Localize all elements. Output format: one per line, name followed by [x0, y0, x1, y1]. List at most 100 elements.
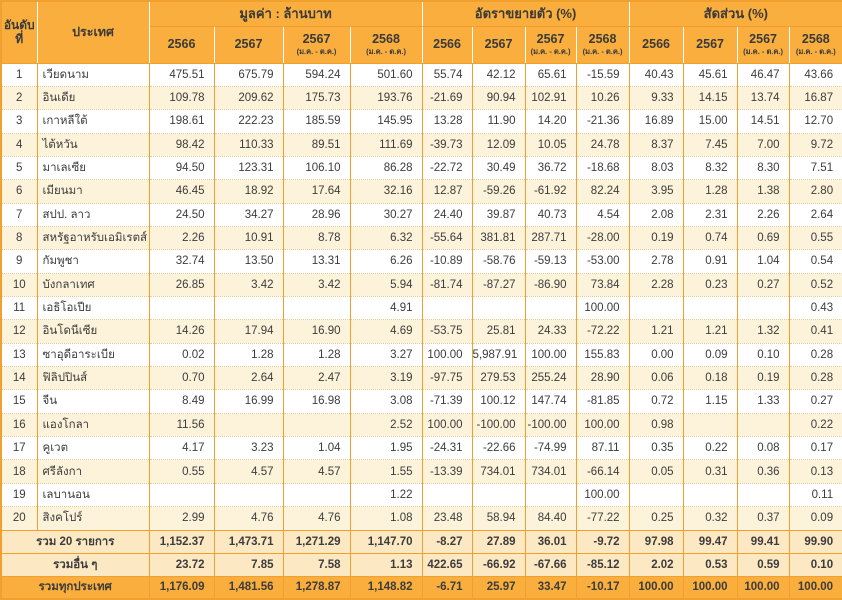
share-cell: 0.31 — [682, 459, 738, 484]
value-cell: 175.73 — [282, 85, 350, 110]
value-cell: 32.74 — [148, 249, 214, 274]
growth-cell: -81.74 — [421, 272, 473, 297]
value-cell: 1.22 — [349, 482, 423, 507]
growth-cell — [471, 295, 526, 320]
growth-cell: 25.81 — [471, 319, 526, 344]
country-cell: กัมพูชา — [36, 249, 149, 274]
growth-cell: 100.00 — [524, 342, 577, 367]
rank-cell: 6 — [1, 179, 37, 204]
growth-cell: -81.85 — [575, 389, 630, 414]
country-cell: มาเลเซีย — [36, 155, 149, 180]
value-cell: 209.62 — [213, 85, 283, 110]
summary-row: รวมอื่น ๆ 23.72 7.85 7.58 1.13 422.65 -66.92 -6… — [0, 552, 842, 577]
growth-cell — [471, 482, 526, 507]
share-cell: 12.70 — [788, 109, 842, 134]
share-cell — [628, 482, 684, 507]
growth-cell: 10.05 — [524, 132, 577, 157]
share-cell: 0.35 — [628, 435, 684, 460]
year-header: 2566 — [628, 25, 684, 64]
growth-cell: -61.92 — [524, 179, 577, 204]
value-cell: 10.91 — [213, 225, 283, 250]
year-header: 2566 — [421, 25, 473, 64]
year-header: 2567 — [471, 25, 526, 64]
growth-cell: 24.33 — [524, 319, 577, 344]
summary-label: รวม 20 รายการ — [0, 529, 150, 554]
share-cell: 1.38 — [736, 179, 790, 204]
country-cell: เมียนมา — [36, 179, 149, 204]
growth-cell: 28.90 — [575, 365, 630, 390]
growth-cell: 12.87 — [421, 179, 473, 204]
value-group-header: มูลค่า : ล้านบาท — [148, 0, 423, 27]
year-header: 2566 — [148, 25, 215, 64]
share-cell: 7.45 — [682, 132, 738, 157]
growth-cell: 734.01 — [471, 459, 526, 484]
share-cell: 0.11 — [788, 482, 842, 507]
share-cell: 2.80 — [788, 179, 842, 204]
value-cell — [282, 482, 350, 507]
share-cell: 0.98 — [628, 412, 684, 437]
value-cell: 94.50 — [148, 155, 214, 180]
growth-cell: 23.48 — [421, 506, 473, 530]
value-cell: 4.57 — [213, 459, 283, 484]
value-cell: 4.76 — [282, 506, 350, 530]
table-summary: รวม 20 รายการ 1,152.37 1,473.71 1,271.29 1,1… — [0, 529, 842, 600]
summary-label: รวมอื่น ๆ — [0, 552, 150, 577]
summary-share-cell: 99.41 — [736, 529, 790, 554]
country-header: ประเทศ — [36, 0, 150, 64]
growth-cell: 287.71 — [524, 225, 577, 250]
value-cell: 3.23 — [213, 435, 283, 460]
growth-cell: 100.00 — [575, 412, 630, 437]
value-cell: 4.17 — [148, 435, 214, 460]
growth-cell: -74.99 — [524, 435, 577, 460]
table-row: 3 เกาหลีใต้ 198.61 222.23 185.59 145.95 13.28 1… — [1, 109, 842, 134]
growth-cell: 734.01 — [524, 459, 577, 484]
table-row: 15 จีน 8.49 16.99 16.98 3.08 -71.39 100.12 147.7… — [1, 389, 842, 414]
summary-share-cell: 100.00 — [628, 575, 684, 600]
summary-row: รวม 20 รายการ 1,152.37 1,473.71 1,271.29 1,1… — [0, 529, 842, 554]
growth-cell: 14.20 — [524, 109, 577, 134]
share-cell: 1.15 — [682, 389, 738, 414]
country-cell: ศรีลังกา — [36, 459, 149, 484]
summary-share-cell: 0.59 — [736, 552, 790, 577]
share-cell: 0.32 — [682, 506, 738, 530]
summary-growth-cell: -6.71 — [421, 575, 473, 600]
summary-value-cell: 7.58 — [282, 552, 351, 577]
share-cell: 0.22 — [788, 412, 842, 437]
value-cell: 4.76 — [213, 506, 283, 530]
summary-growth-cell: 33.47 — [524, 575, 577, 600]
share-cell: 0.72 — [628, 389, 684, 414]
summary-value-cell: 1,278.87 — [282, 575, 351, 600]
growth-cell: -58.76 — [471, 249, 526, 274]
growth-cell: -18.68 — [575, 155, 630, 180]
growth-cell: 82.24 — [575, 179, 630, 204]
growth-cell: -71.39 — [421, 389, 473, 414]
country-cell: ฟิลิปปินส์ — [36, 365, 149, 390]
growth-cell: -100.00 — [524, 412, 577, 437]
value-cell — [148, 295, 214, 320]
value-cell: 46.45 — [148, 179, 214, 204]
summary-share-cell: 100.00 — [682, 575, 738, 600]
rank-cell: 16 — [1, 412, 37, 437]
table-header: อันดับที่ ประเทศ มูลค่า : ล้านบาท อัตราข… — [0, 0, 842, 64]
growth-cell: 39.87 — [471, 202, 526, 227]
summary-growth-cell: -8.27 — [421, 529, 473, 554]
value-cell: 8.78 — [282, 225, 350, 250]
rank-cell: 11 — [1, 295, 37, 320]
growth-cell: -59.26 — [471, 179, 526, 204]
growth-cell: 13.28 — [421, 109, 473, 134]
share-cell: 8.03 — [628, 155, 684, 180]
growth-cell: 100.00 — [575, 482, 630, 507]
summary-value-cell: 1,148.82 — [349, 575, 423, 600]
table-row: 10 บังกลาเทศ 26.85 3.42 3.42 5.94 -81.74 -87.27… — [1, 272, 842, 297]
share-cell: 14.51 — [736, 109, 790, 134]
growth-cell: -22.72 — [421, 155, 473, 180]
year-header: 2568 (ม.ค. - ต.ค.) — [788, 25, 842, 64]
share-cell: 9.72 — [788, 132, 842, 157]
country-cell: อินเดีย — [36, 85, 149, 110]
table-row: 17 คูเวต 4.17 3.23 1.04 1.95 -24.31 -22.66 -74.9… — [1, 435, 842, 460]
share-cell: 2.28 — [628, 272, 684, 297]
year-sub-label: (ม.ค. - ต.ค.) — [795, 46, 836, 56]
value-cell: 109.78 — [148, 85, 214, 110]
share-group-header: สัดส่วน (%) — [628, 0, 842, 27]
